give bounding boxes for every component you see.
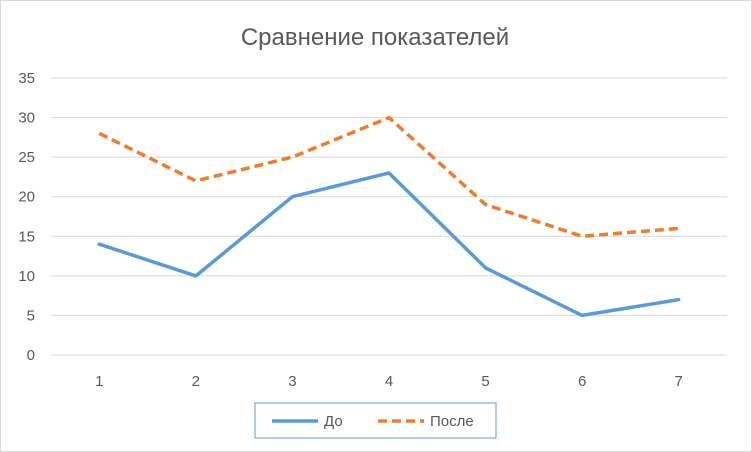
- x-tick-label: 6: [578, 373, 586, 390]
- x-axis-tick-labels: 1 2 3 4 5 6 7: [95, 373, 683, 390]
- y-tick-label: 20: [18, 189, 35, 206]
- y-axis-tick-labels: 0 5 10 15 20 25 30 35: [18, 70, 35, 364]
- gridlines: [51, 77, 727, 356]
- series-line-1: [98, 115, 679, 239]
- legend-label: После: [430, 413, 474, 430]
- x-tick-label: 3: [288, 373, 296, 390]
- y-tick-label: 10: [18, 268, 35, 285]
- plot-series: [97, 115, 681, 318]
- x-tick-label: 7: [675, 373, 683, 390]
- x-tick-label: 4: [385, 373, 393, 390]
- chart-title: Сравнение показателей: [241, 24, 509, 51]
- y-tick-label: 35: [18, 70, 35, 87]
- x-tick-label: 2: [192, 373, 200, 390]
- legend: До После: [254, 402, 497, 439]
- y-tick-label: 30: [18, 110, 35, 127]
- legend-label: До: [324, 413, 343, 430]
- series-line-0: [97, 171, 681, 318]
- y-tick-label: 0: [27, 347, 35, 364]
- x-tick-label: 5: [481, 373, 489, 390]
- y-tick-label: 5: [27, 307, 35, 324]
- y-tick-label: 15: [18, 228, 35, 245]
- x-tick-label: 1: [95, 373, 103, 390]
- y-tick-label: 25: [18, 149, 35, 166]
